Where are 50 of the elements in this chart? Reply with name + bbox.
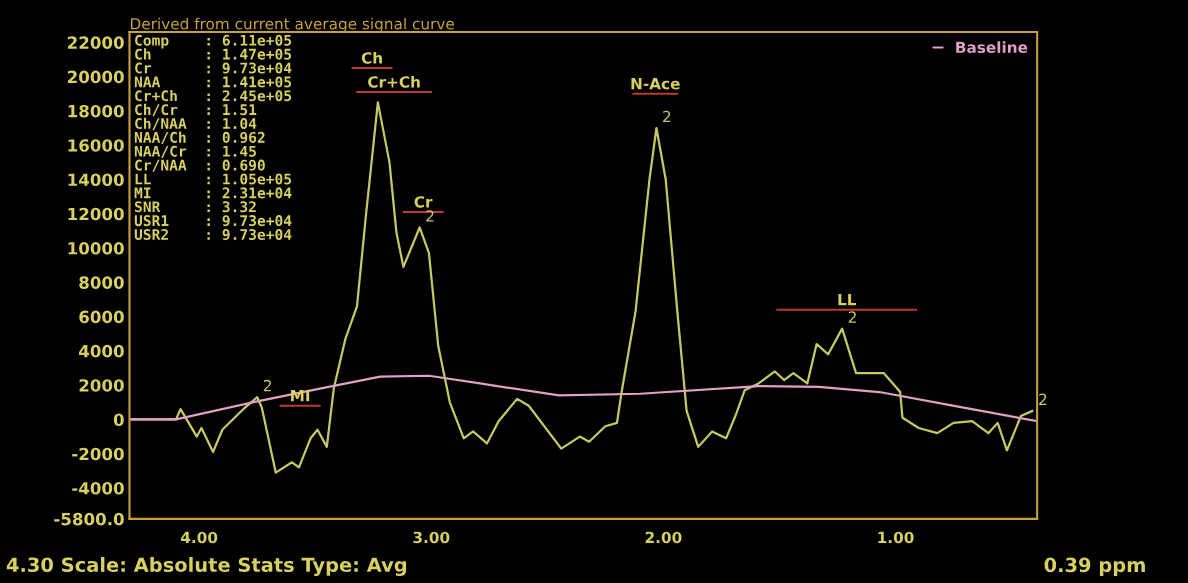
annotation: 2 bbox=[848, 311, 856, 323]
annotation: Ch/Cr : 1.51 bbox=[135, 103, 257, 117]
y-tick-label: 16000 bbox=[68, 139, 124, 152]
annotation: NAA : 1.41e+05 bbox=[134, 76, 292, 88]
annotation: 2 bbox=[263, 379, 271, 392]
annotation: 2 bbox=[426, 210, 434, 222]
annotation: SNR : 3.32 bbox=[134, 201, 256, 213]
y-tick-label: -4000 bbox=[72, 481, 124, 495]
x-tick-label: 4.00 bbox=[180, 531, 218, 544]
annotation: Cr : 9.73e+04 bbox=[135, 62, 292, 74]
annotation: 2 bbox=[1039, 393, 1047, 405]
chart-title: Derived from current average signal curve bbox=[130, 17, 454, 33]
y-tick-label: 6000 bbox=[79, 310, 124, 324]
y-tick-label: 10000 bbox=[68, 242, 124, 255]
series-label: Cr+Ch bbox=[368, 75, 420, 88]
series-label: LL bbox=[838, 294, 857, 306]
annotation: Cr+Ch : 2.45e+05 bbox=[135, 89, 292, 102]
series-label: MI bbox=[291, 390, 310, 402]
series-label: Cr bbox=[414, 196, 433, 208]
y-tick-label: 22000 bbox=[67, 36, 124, 49]
y-tick-label: 0 bbox=[113, 413, 124, 427]
y-tick-label: 14000 bbox=[68, 173, 124, 187]
annotation: NAA/Cr : 1.45 bbox=[134, 145, 256, 158]
text: 0.39 ppm bbox=[1044, 557, 1145, 576]
y-tick-label: 2000 bbox=[79, 379, 124, 392]
x-tick-label: 3.00 bbox=[413, 531, 450, 544]
annotation: Ch/NAA : 1.04 bbox=[135, 117, 257, 131]
annotation: Ch : 1.47e+05 bbox=[135, 48, 292, 60]
x-tick-label: 2.00 bbox=[645, 531, 682, 544]
x-axis-title: 4.30 Scale: Absolute Stats Type: Avg bbox=[6, 557, 407, 576]
annotation: USR2 : 9.73e+04 bbox=[134, 228, 292, 241]
y-tick-label: -5800.0 bbox=[54, 512, 124, 526]
line-series bbox=[129, 374, 1038, 423]
y-tick-label: 8000 bbox=[79, 276, 124, 289]
annotation: Comp : 6.11e+05 bbox=[135, 34, 292, 49]
annotation: Cr/NAA : 0.690 bbox=[135, 159, 265, 172]
annotation: MI : 2.31e+04 bbox=[134, 187, 292, 199]
x-tick-label: 1.00 bbox=[878, 531, 914, 544]
annotation: 2 bbox=[663, 110, 671, 123]
y-tick-label: 20000 bbox=[67, 70, 124, 84]
annotation: NAA/Ch : 0.962 bbox=[134, 131, 265, 145]
y-tick-label: 12000 bbox=[68, 207, 124, 221]
annotation: LL : 1.05e+05 bbox=[135, 173, 292, 185]
y-tick-label: 4000 bbox=[79, 344, 124, 358]
series-label: N-Ace bbox=[631, 78, 680, 90]
y-tick-label: 18000 bbox=[68, 104, 124, 118]
series-label: Ch bbox=[361, 51, 382, 64]
y-tick-label: -2000 bbox=[72, 447, 124, 461]
annotation: USR1 : 9.73e+04 bbox=[134, 215, 292, 227]
legend-label: Baseline bbox=[956, 41, 1028, 54]
